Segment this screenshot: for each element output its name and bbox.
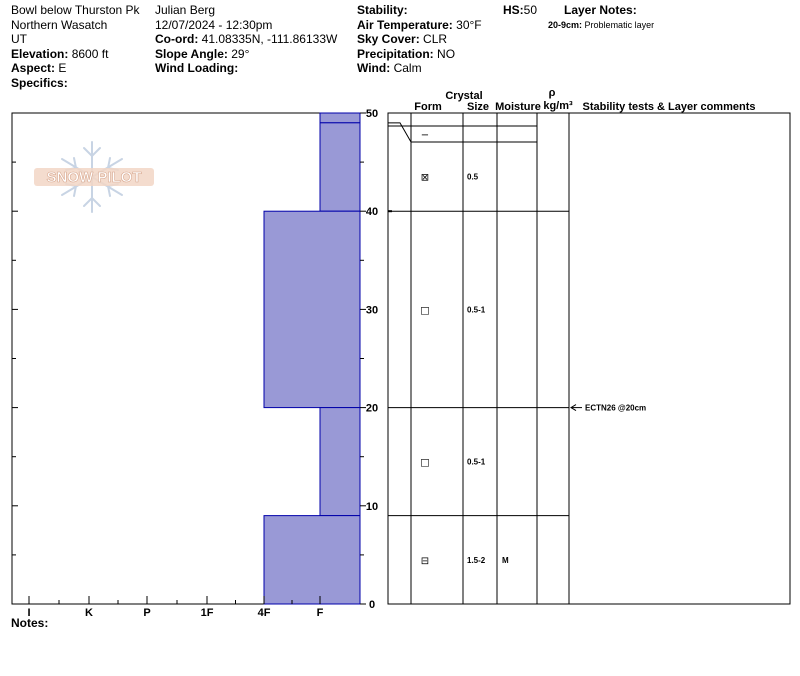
header-location-block: Bowl below Thurston Pk Northern Wasatch … (11, 3, 140, 91)
sky-value: CLR (423, 32, 448, 47)
crystal-size-2: 0.5-1 (467, 305, 486, 314)
specifics-row: Specifics: (11, 75, 68, 90)
hardness-bar-0 (319, 112, 361, 124)
crystal-size-3: 0.5-1 (467, 458, 486, 467)
state: UT (11, 32, 27, 47)
hardness-bar-2 (263, 210, 361, 409)
col-moisture-header: Moisture (495, 101, 541, 113)
watermark-text: SNOW PILOT (47, 169, 142, 186)
observation-datetime: 12/07/2024 - 12:30pm (155, 17, 273, 32)
crystal-size-1: 0.5 (467, 173, 479, 182)
layer-note-range: 20-9cm: (548, 20, 583, 30)
crystal-form-3: □ (420, 458, 429, 469)
observer-name: Julian Berg (155, 3, 216, 17)
wind-row: Wind: Calm (357, 61, 422, 76)
col-size-header: Size (467, 101, 489, 113)
header-observer-block: Julian Berg 12/07/2024 - 12:30pm Co-ord:… (155, 3, 337, 76)
layer-connector-0 (388, 122, 412, 143)
crystal-form-1: ⊠ (421, 173, 429, 184)
crystal-form-0: − (421, 130, 429, 141)
depth-label-30: 30 (366, 304, 378, 316)
aspect-row: Aspect: E (11, 61, 67, 76)
slope-value: 29° (231, 46, 250, 61)
hardness-bar-4 (263, 515, 361, 605)
layer-note-text: Problematic layer (584, 20, 655, 30)
stability-row: Stability: (357, 3, 408, 17)
layer-table-box (387, 112, 791, 605)
depth-label-0: 0 (369, 599, 375, 611)
depth-label-40: 40 (366, 206, 378, 218)
hardness-bars (263, 112, 361, 605)
col-rho-header: ρ (549, 87, 556, 99)
depth-label-10: 10 (366, 501, 378, 513)
hardness-bar-3 (319, 407, 361, 517)
hardness-label-F: F (317, 607, 324, 619)
col-density-header: kg/m³ (543, 100, 573, 112)
layer-notes-title: Layer Notes: (564, 3, 637, 17)
elevation-value: 8600 ft (71, 46, 109, 61)
layer-table-header: Crystal Form Size Moisture ρ kg/m³ Stabi… (414, 87, 755, 113)
crystal-form-2: □ (420, 305, 429, 316)
col-comments-header: Stability tests & Layer comments (582, 101, 755, 113)
hs-row: HS:50 (503, 3, 538, 17)
hardness-label-K: K (85, 607, 93, 619)
layer-table (387, 112, 791, 605)
snowpilot-watermark: SNOW PILOT (34, 141, 154, 213)
depth-label-20: 20 (366, 403, 378, 415)
hardness-label-4F: 4F (258, 607, 271, 619)
depth-label-50: 50 (366, 108, 378, 120)
stability-tests: ECTN26 @20cm (570, 404, 646, 413)
layer-note-row: 20-9cm: Problematic layer (548, 18, 654, 33)
col-crystal-header: Crystal (445, 90, 482, 102)
precip-value: NO (437, 46, 456, 61)
precip-row: Precipitation: NO (357, 46, 456, 61)
hardness-label-I: I (27, 607, 30, 619)
stability-test-label-0: ECTN26 @20cm (585, 404, 646, 413)
wind-loading-row: Wind Loading: (155, 61, 239, 76)
test-arrow-head-0 (570, 404, 577, 412)
layer-rows: − ⊠ 0.5 □ 0.5-1 □ 0.5-1 ⊟ 1.5-2 M (388, 122, 569, 567)
elevation-row: Elevation: 8600 ft (11, 46, 109, 61)
hardness-axis: I K P 1F 4F F (27, 596, 324, 619)
hardness-bar-1 (319, 122, 361, 212)
mountain-range: Northern Wasatch (11, 17, 108, 32)
crystal-size-4: 1.5-2 (467, 556, 486, 565)
location-name: Bowl below Thurston Pk (11, 3, 140, 17)
air-temp-value: 30°F (456, 17, 482, 32)
notes-label: Notes: (11, 616, 49, 630)
col-form-header: Form (414, 101, 442, 113)
crystal-form-4: ⊟ (421, 556, 429, 567)
hardness-label-1F: 1F (201, 607, 214, 619)
wind-value: Calm (393, 61, 422, 76)
coord-row: Co-ord: 41.08335N, -111.86133W (155, 32, 338, 47)
moisture-4: M (502, 556, 509, 565)
header-weather-block: Stability: Air Temperature: 30°F Sky Cov… (357, 3, 482, 76)
hardness-label-P: P (143, 607, 150, 619)
aspect-value: E (58, 61, 67, 76)
depth-axis: 0 10 20 30 40 50 (12, 108, 378, 611)
sky-row: Sky Cover: CLR (357, 32, 448, 47)
hs-value: 50 (523, 3, 538, 17)
air-temp-row: Air Temperature: 30°F (357, 17, 482, 32)
slope-row: Slope Angle: 29° (155, 46, 250, 61)
coord-value: 41.08335N, -111.86133W (201, 32, 338, 47)
